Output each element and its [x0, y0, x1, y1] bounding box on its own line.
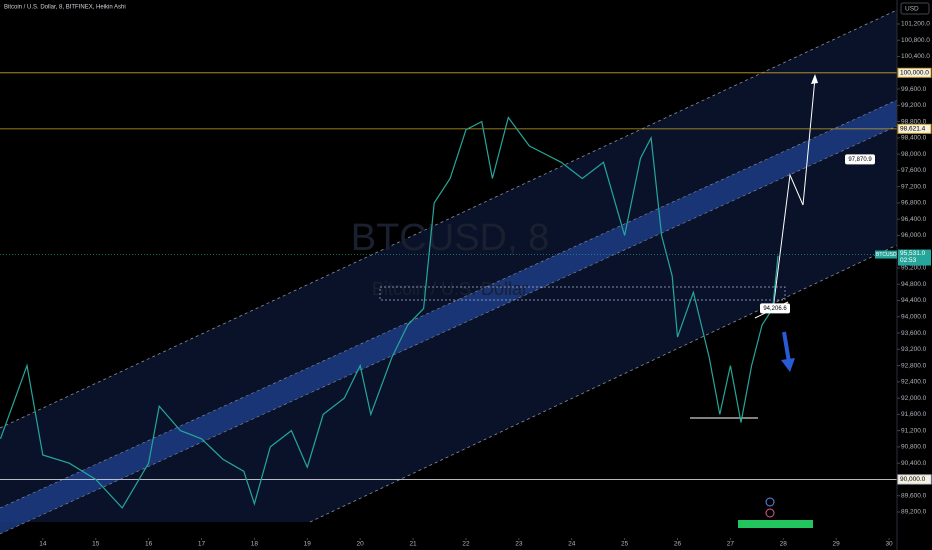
- level-tag: [897, 123, 932, 134]
- y-tick-label: 92,000.0: [901, 395, 927, 402]
- price-symbol: BTCUSD: [876, 252, 897, 258]
- y-tick-label: 100,400.0: [901, 53, 930, 60]
- y-tick-label: 96,400.0: [901, 216, 927, 223]
- chart-title: Bitcoin / U.S. Dollar, 8, BITFINEX, Heik…: [4, 5, 126, 11]
- down-arrow-head: [781, 358, 795, 372]
- projection: [772, 77, 816, 311]
- y-tick-label: 93,600.0: [901, 330, 927, 337]
- y-tick-label: 94,400.0: [901, 297, 927, 304]
- x-tick-label: 15: [92, 541, 100, 548]
- y-tick-label: 98,000.0: [901, 151, 927, 158]
- price-countdown: 02:53: [900, 257, 917, 264]
- projection-arrow: [811, 74, 818, 84]
- y-tick-label: 92,400.0: [901, 379, 927, 386]
- watermark-sub: Bitcoin / U.S. Dollar: [372, 279, 528, 299]
- icon-plus[interactable]: [765, 497, 775, 507]
- icon-flag[interactable]: [765, 508, 775, 518]
- level-tag: [897, 474, 932, 485]
- y-tick-label: 89,200.0: [901, 509, 927, 516]
- x-tick-label: 25: [621, 541, 629, 548]
- x-tick-label: 17: [198, 541, 206, 548]
- x-tick-label: 29: [833, 541, 841, 548]
- y-tick-label: 89,600.0: [901, 492, 927, 499]
- x-tick-label: 24: [568, 541, 576, 548]
- x-tick-label: 19: [304, 541, 312, 548]
- x-tick-label: 20: [357, 541, 365, 548]
- y-tick-label: 99,600.0: [901, 86, 927, 93]
- y-tick-label: 93,200.0: [901, 346, 927, 353]
- y-tick-label: 92,800.0: [901, 362, 927, 369]
- y-tick-label: 94,000.0: [901, 314, 927, 321]
- channel-mid-upper: [0, 99, 898, 509]
- down-arrow: [782, 331, 791, 363]
- level-tag: [897, 67, 932, 78]
- annotation-label: 97,870.9: [848, 157, 872, 163]
- x-tick-label: 22: [462, 541, 470, 548]
- y-tick-label: 96,000.0: [901, 232, 927, 239]
- y-axis-bg: [897, 0, 932, 550]
- x-tick-label: 23: [515, 541, 523, 548]
- price-line: [0, 116, 779, 509]
- annotation-box: [760, 303, 790, 314]
- annotation-label: 94,206.6: [763, 306, 787, 312]
- symbol-tag: [875, 250, 897, 259]
- y-tick-label: 90,400.0: [901, 460, 927, 467]
- y-tick-label: 94,800.0: [901, 281, 927, 288]
- channel-fill: [0, 10, 897, 522]
- x-axis-bg: [0, 538, 932, 550]
- x-tick-label: 14: [39, 541, 47, 548]
- annotation-box: [845, 154, 875, 165]
- price-tag: [898, 249, 931, 266]
- price-label: 95,531.0: [900, 250, 926, 257]
- y-tick-label: 101,200.0: [901, 21, 930, 28]
- x-tick-label: 26: [674, 541, 682, 548]
- x-tick-label: 16: [145, 541, 153, 548]
- y-tick-label: 99,200.0: [901, 102, 927, 109]
- y-tick-label: 90,800.0: [901, 444, 927, 451]
- x-tick-label: 27: [727, 541, 735, 548]
- x-tick-label: 28: [780, 541, 788, 548]
- level-label: 98,621.4: [900, 126, 926, 133]
- channel-band: [0, 100, 897, 534]
- x-tick-label: 30: [885, 541, 893, 548]
- currency: USD: [905, 6, 919, 13]
- channel-lower: [309, 244, 898, 523]
- y-tick-label: 98,800.0: [901, 118, 927, 125]
- channel-mid-lower: [0, 125, 898, 535]
- x-tick-label: 18: [251, 541, 259, 548]
- watermark: BTCUSD, 8: [351, 217, 549, 259]
- y-tick-label: 91,600.0: [901, 411, 927, 418]
- event-tag: [738, 520, 813, 528]
- y-tick-label: 98,400.0: [901, 135, 927, 142]
- level-label: 100,000.0: [900, 70, 929, 77]
- y-tick-label: 97,200.0: [901, 183, 927, 190]
- x-tick-label: 21: [409, 541, 417, 548]
- channel-upper: [0, 9, 898, 429]
- zone-box: [379, 286, 786, 301]
- level-label: 90,000.0: [900, 476, 926, 483]
- y-tick-label: 97,600.0: [901, 167, 927, 174]
- y-tick-label: 96,800.0: [901, 200, 927, 207]
- y-tick-label: 100,800.0: [901, 37, 930, 44]
- y-tick-label: 95,200.0: [901, 265, 927, 272]
- y-tick-label: 91,200.0: [901, 427, 927, 434]
- currency-box[interactable]: [900, 2, 930, 15]
